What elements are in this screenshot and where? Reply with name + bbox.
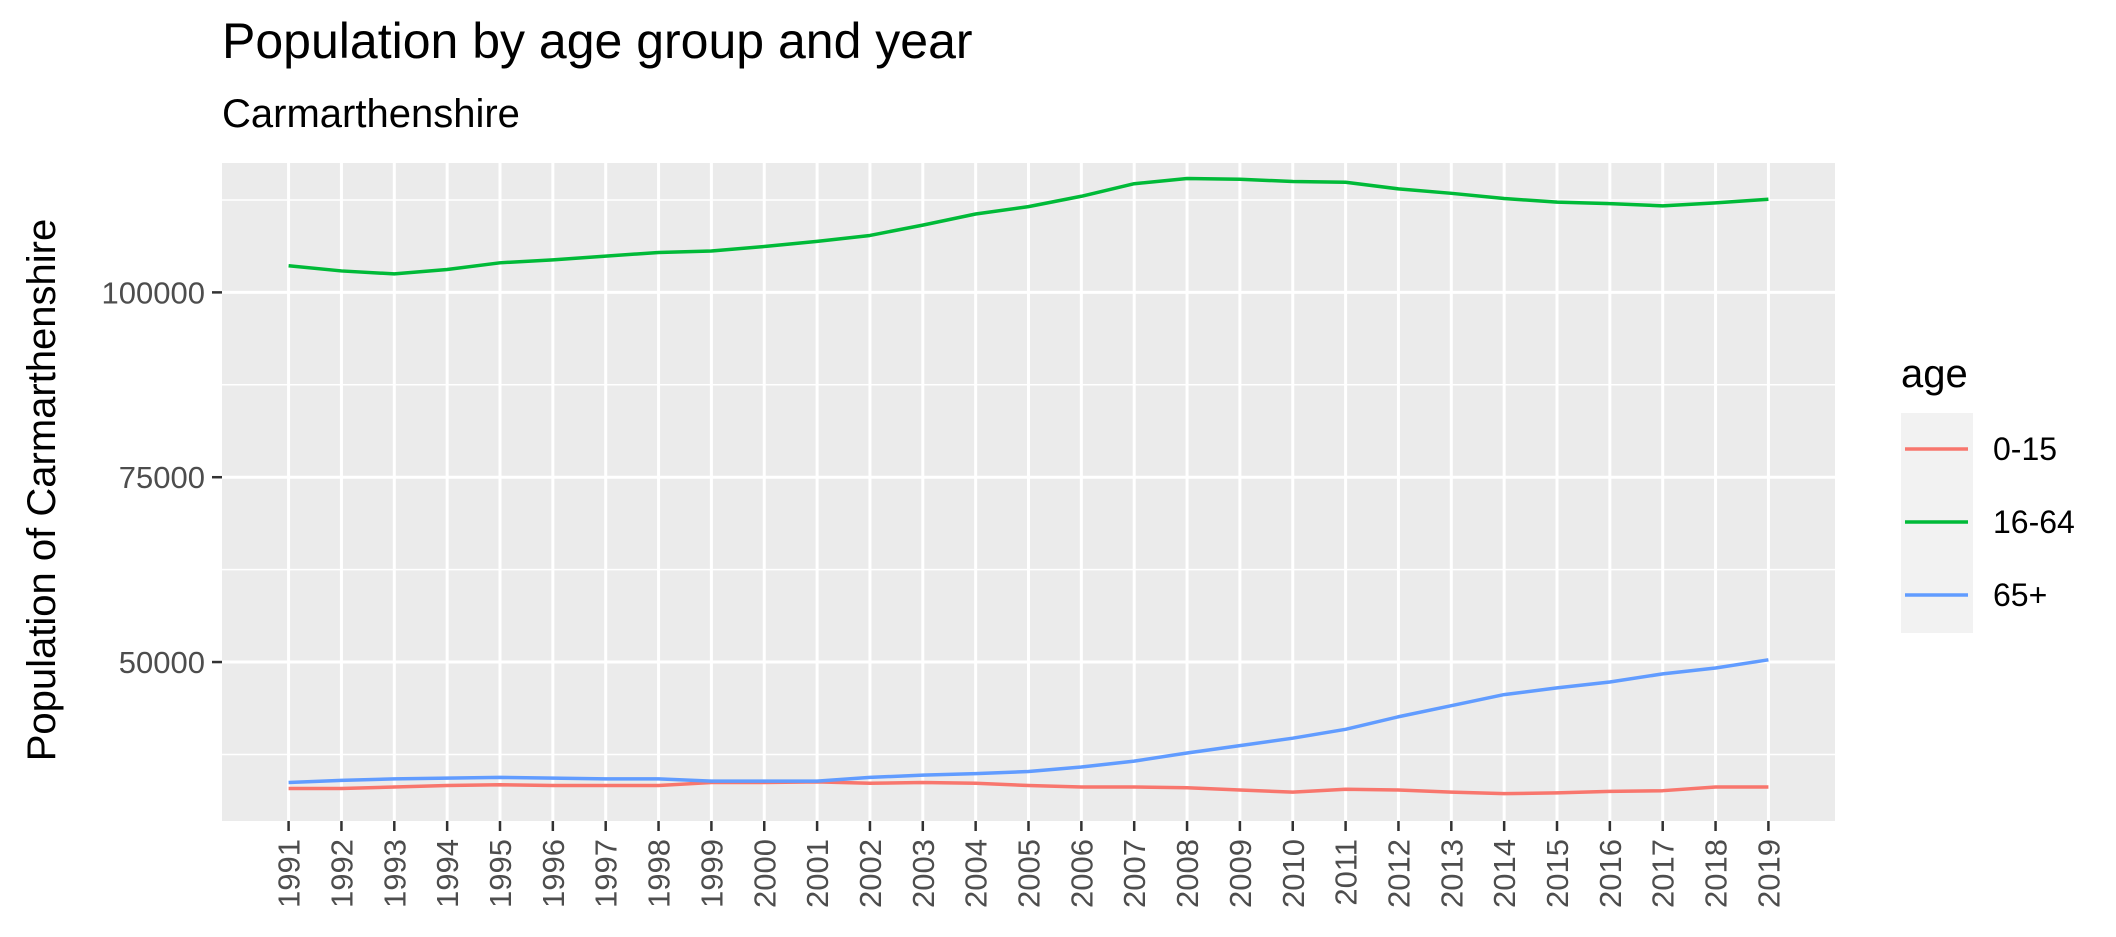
legend-label-16-64: 16-64 bbox=[1993, 504, 2075, 540]
y-tick-label: 50000 bbox=[119, 645, 205, 680]
x-tick-label: 1992 bbox=[324, 839, 359, 908]
chart-title: Population by age group and year bbox=[222, 13, 973, 69]
y-tick-label: 100000 bbox=[102, 275, 205, 310]
x-tick-label: 1996 bbox=[536, 839, 571, 908]
y-axis: 50000 75000 100000 bbox=[102, 275, 222, 680]
x-tick-label: 1997 bbox=[589, 839, 624, 908]
y-tick-label: 75000 bbox=[119, 460, 205, 495]
series-line-0-15 bbox=[288, 780, 1769, 796]
x-tick-label: 2012 bbox=[1381, 839, 1416, 908]
x-tick-label: 2016 bbox=[1593, 839, 1628, 908]
legend-label-65+: 65+ bbox=[1993, 577, 2047, 613]
x-tick-label: 2017 bbox=[1646, 839, 1681, 908]
x-tick-label: 2013 bbox=[1434, 839, 1469, 908]
series-lines bbox=[288, 176, 1769, 796]
x-tick-label: 2008 bbox=[1170, 839, 1205, 908]
legend: age 0-15 16-64 65+ bbox=[1901, 352, 2075, 633]
x-tick-label: 2011 bbox=[1329, 839, 1364, 906]
x-tick-label: 1994 bbox=[430, 839, 465, 908]
x-axis: 1991 1992 1993 1994 1995 1996 1997 1998 1999 2000… bbox=[272, 821, 1786, 908]
x-tick-label: 2019 bbox=[1751, 839, 1786, 908]
series-line-65+ bbox=[288, 658, 1769, 785]
x-tick-label: 2010 bbox=[1276, 839, 1311, 908]
x-tick-label: 2005 bbox=[1012, 839, 1047, 908]
x-tick-label: 2007 bbox=[1117, 839, 1152, 908]
x-tick-label: 1993 bbox=[377, 839, 412, 908]
x-tick-label: 2001 bbox=[800, 839, 835, 908]
x-tick-label: 2006 bbox=[1064, 839, 1099, 908]
legend-label-0-15: 0-15 bbox=[1993, 431, 2057, 467]
x-tick-label: 2015 bbox=[1540, 839, 1575, 908]
x-tick-label: 2009 bbox=[1223, 839, 1258, 908]
x-tick-label: 2004 bbox=[959, 839, 994, 908]
y-axis-title: Population of Carmarthenshire bbox=[20, 219, 64, 762]
x-tick-label: 2014 bbox=[1487, 839, 1522, 908]
legend-items: 0-15 16-64 65+ bbox=[1905, 431, 2075, 613]
x-tick-label: 1991 bbox=[272, 839, 307, 908]
x-tick-label: 1998 bbox=[642, 839, 677, 908]
x-tick-label: 2003 bbox=[906, 839, 941, 908]
x-tick-label: 1995 bbox=[483, 839, 518, 908]
x-tick-label: 1999 bbox=[694, 839, 729, 908]
x-tick-label: 2018 bbox=[1699, 839, 1734, 908]
x-tick-label: 2002 bbox=[853, 839, 888, 908]
legend-title: age bbox=[1901, 352, 1968, 396]
series-line-16-64 bbox=[288, 176, 1769, 276]
chart-subtitle: Carmarthenshire bbox=[222, 92, 520, 136]
x-tick-label: 2000 bbox=[747, 839, 782, 908]
